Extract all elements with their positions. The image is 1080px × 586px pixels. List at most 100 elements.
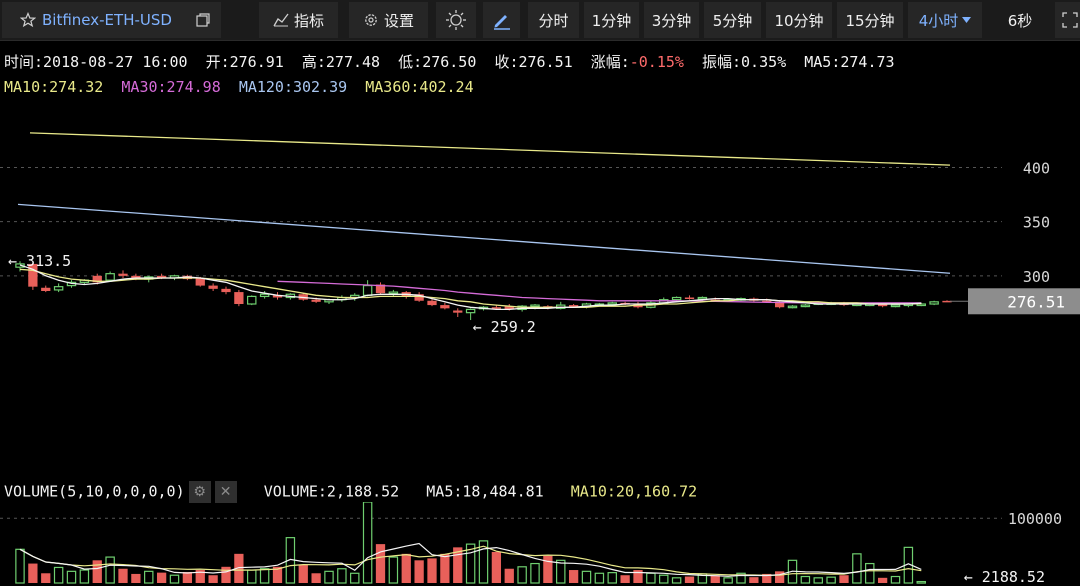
candle-body — [890, 304, 901, 308]
window-icon[interactable] — [195, 12, 211, 28]
volume-bar — [311, 573, 321, 583]
volume-bar — [375, 544, 386, 583]
volume-bar — [28, 563, 38, 583]
ma10-value: MA10:274.32 — [4, 78, 104, 96]
interval-tab-0[interactable]: 分时 — [528, 2, 579, 38]
interval-tab-1[interactable]: 1分钟 — [584, 2, 639, 38]
candle-body — [362, 284, 373, 296]
volume-bar — [916, 580, 926, 584]
volume-bar — [298, 564, 308, 583]
volume-bar — [710, 575, 720, 583]
y-tick-label: 400 — [1023, 160, 1050, 178]
interval-tab-3[interactable]: 5分钟 — [704, 2, 761, 38]
candle-body — [607, 302, 617, 306]
open-label: 开: — [205, 53, 230, 71]
candle-body — [414, 294, 424, 301]
volume-ma5-line — [19, 542, 922, 577]
volume-bar — [427, 558, 437, 583]
volume-bar — [530, 562, 540, 584]
interval-label: 5分钟 — [712, 11, 753, 30]
interval-tab-2[interactable]: 3分钟 — [644, 2, 699, 38]
candle-body — [942, 300, 952, 303]
volume-bar — [800, 575, 811, 584]
amplitude-label: 振幅: — [702, 53, 742, 71]
candle-body — [118, 273, 128, 276]
interval-tab-active[interactable]: 4小时 — [908, 2, 982, 38]
volume-bar — [633, 570, 643, 583]
candle-body — [92, 275, 102, 283]
price-chart[interactable]: 400 350 300 ← 313.5 ← 259.2 276.51 — [0, 100, 1080, 470]
refresh-interval[interactable]: 6秒 — [990, 2, 1050, 38]
candle-body — [195, 278, 205, 286]
volume-bar — [581, 570, 592, 584]
candle — [684, 295, 695, 300]
interval-label: 3分钟 — [651, 11, 692, 30]
interval-label: 1分钟 — [591, 11, 632, 30]
candle-body — [929, 301, 939, 305]
volume-chart[interactable]: 100000 ← 2188.52 — [0, 502, 1080, 586]
interval-tab-5[interactable]: 15分钟 — [837, 2, 903, 38]
candle — [491, 305, 502, 310]
volume-bar — [169, 574, 180, 584]
theme-toggle-button[interactable] — [436, 2, 476, 38]
interval-tab-4[interactable]: 10分钟 — [766, 2, 832, 38]
refresh-label: 6秒 — [1007, 11, 1033, 30]
candle-body — [453, 310, 463, 313]
interval-label: 分时 — [538, 11, 569, 30]
volume-bar — [890, 575, 901, 584]
high-marker: ← 313.5 — [8, 252, 71, 270]
candle-body — [568, 305, 579, 307]
candle — [208, 283, 218, 292]
volume-ma10: MA10:20,160.72 — [570, 482, 698, 501]
volume-bar — [414, 560, 424, 583]
candle — [375, 282, 386, 295]
volume-bar — [517, 566, 527, 584]
amplitude-value: 0.35% — [741, 53, 787, 71]
settings-button[interactable]: 设置 — [349, 2, 428, 38]
low-marker: ← 259.2 — [473, 318, 536, 336]
candle-body — [762, 300, 772, 303]
gear-icon[interactable]: ⚙ — [188, 481, 211, 503]
volume-bar — [749, 577, 759, 583]
volume-bar — [41, 573, 51, 583]
candle-body — [877, 304, 888, 307]
volume-last-label: ← 2188.52 — [964, 568, 1045, 586]
star-icon[interactable] — [20, 12, 36, 28]
pencil-icon — [492, 10, 512, 30]
volume-bar — [388, 556, 399, 584]
volume-bar — [774, 571, 785, 583]
volume-bar — [131, 573, 141, 583]
volume-bar — [156, 572, 167, 583]
fullscreen-button[interactable] — [1055, 2, 1080, 38]
indicators-button[interactable]: 指标 — [259, 2, 338, 38]
draw-tool-button[interactable] — [483, 2, 520, 38]
volume-bar — [234, 553, 244, 583]
current-price-tag — [968, 288, 1080, 315]
volume-value: VOLUME:2,188.52 — [263, 482, 400, 501]
candle — [53, 283, 64, 293]
volume-bar — [504, 568, 514, 583]
low-value: 276.50 — [422, 53, 477, 71]
close-icon[interactable]: ✕ — [214, 481, 237, 503]
volume-bar — [182, 571, 193, 583]
volume-bar — [92, 560, 102, 583]
volume-bar — [272, 566, 283, 583]
ma360-line — [29, 132, 951, 166]
volume-bar — [865, 562, 875, 584]
candle — [234, 289, 244, 307]
ma30-line — [277, 280, 922, 304]
volume-bar — [607, 572, 617, 584]
caret-down-icon — [962, 17, 972, 23]
candle — [118, 270, 128, 279]
interval-label: 15分钟 — [845, 11, 895, 30]
candle-body — [221, 288, 231, 293]
gear-icon — [363, 12, 379, 28]
ma120-line — [17, 203, 951, 274]
indicator-chart-icon — [273, 13, 289, 27]
ma120-value: MA120:302.39 — [238, 78, 348, 96]
volume-bar — [813, 577, 823, 584]
interval-label: 4小时 — [918, 11, 959, 30]
volume-bar — [453, 547, 463, 583]
symbol-selector[interactable]: Bitfinex-ETH-USD — [2, 2, 221, 38]
volume-tick-label: 100000 — [1008, 510, 1062, 528]
